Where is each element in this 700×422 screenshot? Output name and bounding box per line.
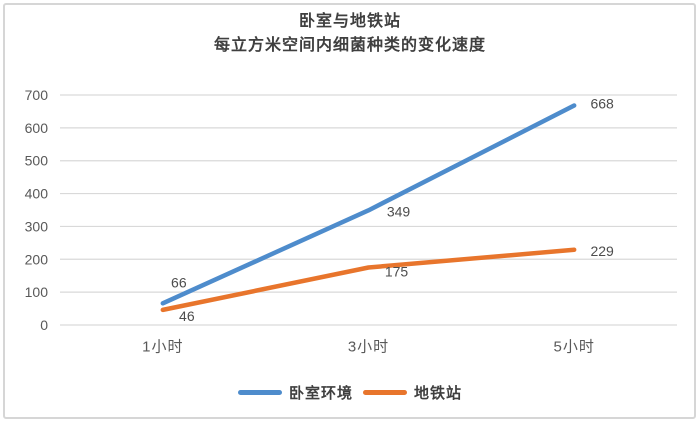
data-label: 349 [387, 203, 411, 219]
x-category-label: 1小时 [142, 339, 183, 356]
y-tick-label: 600 [25, 120, 49, 136]
y-tick-label: 700 [25, 87, 49, 103]
y-tick-label: 100 [25, 284, 49, 300]
y-tick-label: 400 [25, 186, 49, 202]
y-tick-label: 200 [25, 251, 49, 267]
legend-item: 卧室环境 [237, 382, 353, 403]
y-tick-label: 500 [25, 153, 49, 169]
legend-swatch [363, 389, 407, 395]
data-label: 229 [590, 243, 614, 259]
series-line [160, 247, 577, 313]
series-line [160, 103, 577, 306]
y-tick-label: 0 [40, 317, 48, 333]
legend-swatch [237, 389, 282, 395]
x-category-label: 5小时 [553, 339, 594, 356]
legend-item: 地铁站 [363, 382, 462, 403]
data-label: 46 [179, 308, 195, 324]
data-label: 175 [385, 264, 409, 280]
data-label: 668 [590, 96, 614, 112]
chart-legend: 卧室环境 地铁站 [0, 381, 700, 403]
legend-label: 卧室环境 [288, 384, 353, 402]
chart-title: 卧室与地铁站 [298, 13, 401, 30]
chart-subtitle: 每立方米空间内细菌种类的变化速度 [213, 37, 486, 54]
y-tick-label: 300 [25, 218, 49, 234]
legend-label: 地铁站 [414, 384, 463, 402]
chart-title-block: 卧室与地铁站 每立方米空间内细菌种类的变化速度 [0, 10, 700, 58]
data-label: 66 [171, 274, 187, 290]
x-category-label: 3小时 [348, 339, 389, 356]
